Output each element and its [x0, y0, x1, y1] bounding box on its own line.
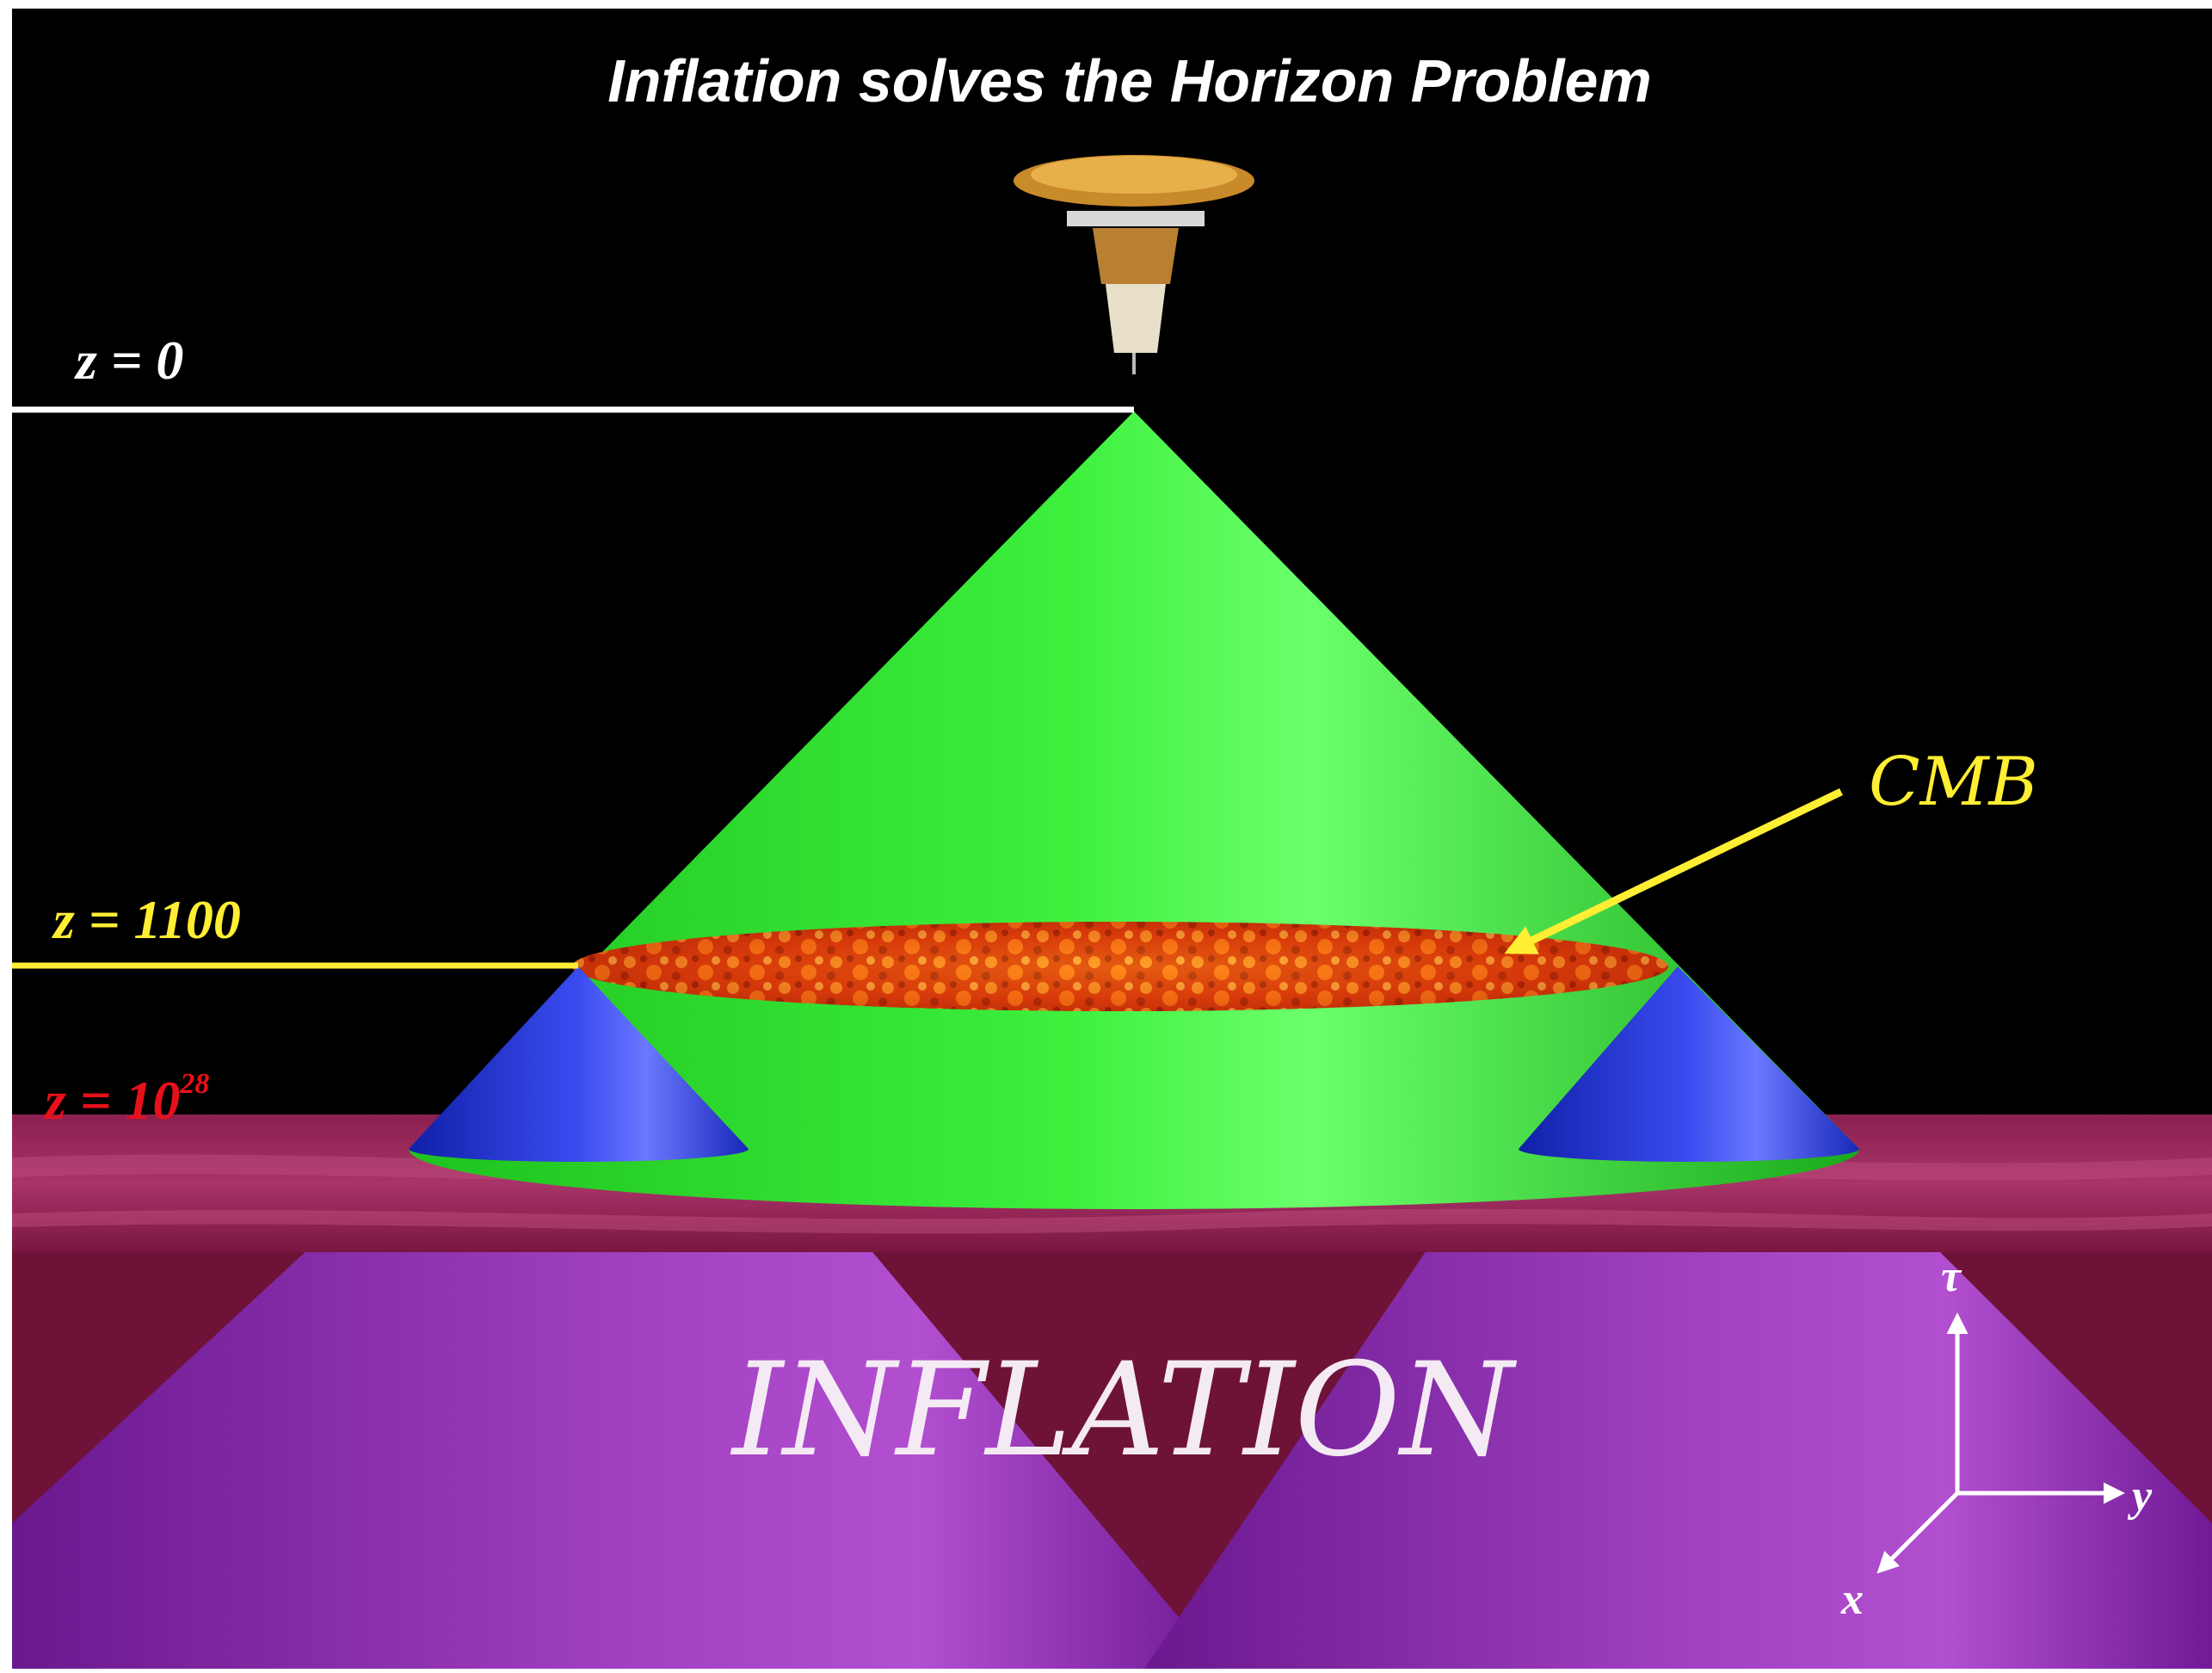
inflation-label: INFLATION	[730, 1336, 1518, 1485]
cmb-label: CMB	[1869, 744, 2038, 821]
inflation-cone-right	[1144, 1248, 2212, 1669]
tau-axis-label: τ	[1941, 1252, 1962, 1301]
satellite-icon	[1014, 155, 1254, 374]
x-axis-label: x	[1840, 1575, 1864, 1624]
light-cone-small-right	[1519, 966, 1859, 1162]
z-inflation-base: z = 10	[43, 1070, 180, 1131]
floor-texture-2	[12, 1208, 2212, 1234]
light-cone-small-left	[409, 966, 749, 1163]
cmb-surface-shade	[572, 922, 1668, 1011]
inflation-cone-left	[12, 1248, 1222, 1669]
z-inflation-label: z = 1028	[43, 1068, 209, 1131]
cmb-arrow	[1504, 787, 1843, 955]
z-inflation-exp: 28	[179, 1068, 209, 1100]
light-cone-big	[409, 411, 1859, 1209]
diagram-title: Inflation solves the Horizon Problem	[607, 47, 1651, 114]
z1100-label: z = 1100	[52, 889, 241, 950]
x-axis	[1876, 1491, 1959, 1574]
z0-label: z = 0	[74, 330, 183, 391]
